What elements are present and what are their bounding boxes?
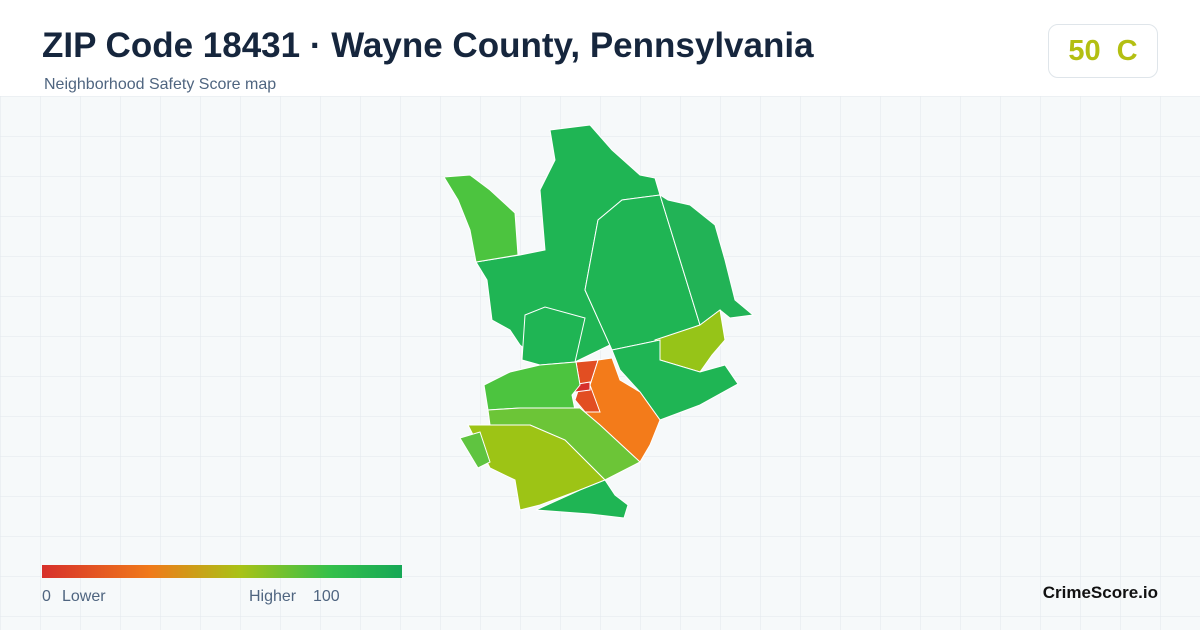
legend-min: 0 [42, 588, 51, 605]
region [443, 174, 519, 263]
legend-gradient [42, 565, 402, 578]
legend-max-label: Higher [249, 588, 297, 605]
subtitle: Neighborhood Safety Score map [44, 76, 277, 93]
map-regions [443, 124, 755, 519]
region [459, 431, 491, 469]
legend-max: 100 [313, 588, 340, 605]
region [611, 339, 739, 421]
score-value: 50 [1068, 34, 1101, 67]
region [521, 306, 586, 366]
brand: CrimeScore.io [1042, 583, 1158, 602]
title: ZIP Code 18431 · Wayne County, Pennsylva… [42, 26, 814, 65]
score-grade: C [1116, 34, 1138, 67]
legend-min-label: Lower [62, 588, 106, 605]
score-badge: 50 C [1048, 24, 1158, 78]
region [535, 479, 629, 519]
